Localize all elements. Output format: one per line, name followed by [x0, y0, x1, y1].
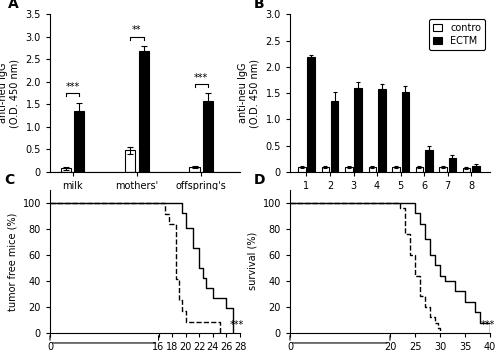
Bar	[392, 166, 400, 172]
Y-axis label: survival (%): survival (%)	[247, 232, 257, 290]
Text: sera: sera	[191, 247, 212, 257]
Bar	[125, 150, 136, 172]
Bar	[354, 88, 362, 172]
Bar	[425, 150, 432, 172]
Bar	[402, 92, 409, 172]
X-axis label: weeks of age: weeks of age	[358, 197, 422, 207]
Bar	[368, 166, 376, 172]
Text: sera: sera	[126, 247, 148, 257]
Bar	[345, 166, 352, 172]
Legend: contro, ECTM: contro, ECTM	[429, 19, 485, 50]
Text: ***: ***	[480, 320, 494, 330]
Bar	[60, 168, 71, 172]
Text: A: A	[8, 0, 19, 11]
Text: B: B	[254, 0, 264, 11]
Text: D: D	[254, 173, 266, 187]
Text: ***: ***	[66, 82, 80, 92]
Bar	[203, 101, 213, 172]
Bar	[322, 166, 329, 172]
Bar	[462, 168, 470, 172]
Bar	[331, 101, 338, 172]
Bar	[190, 167, 200, 172]
Bar	[298, 166, 306, 172]
Y-axis label: anti-neu IgG
(O.D. 450 nm): anti-neu IgG (O.D. 450 nm)	[0, 59, 20, 127]
Bar	[308, 57, 315, 172]
Bar	[416, 166, 423, 172]
Y-axis label: anti-neu IgG
(O.D. 450 nm): anti-neu IgG (O.D. 450 nm)	[238, 59, 260, 127]
Bar	[439, 166, 446, 172]
Text: **: **	[132, 25, 141, 35]
Text: ***: ***	[230, 320, 243, 330]
Bar	[138, 51, 149, 172]
Text: C: C	[4, 173, 15, 187]
Y-axis label: tumor free mice (%): tumor free mice (%)	[7, 212, 17, 310]
Bar	[74, 111, 85, 172]
Bar	[378, 90, 386, 172]
Text: ***: ***	[194, 73, 208, 83]
Bar	[448, 158, 456, 172]
Bar	[472, 165, 480, 172]
